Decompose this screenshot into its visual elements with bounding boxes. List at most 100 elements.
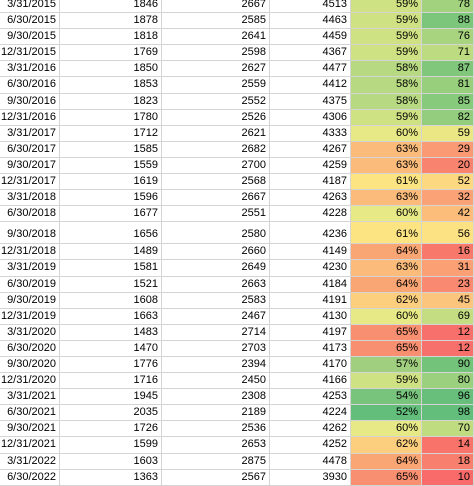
value-c-cell[interactable]: 4306 [270,109,351,125]
value-a-cell[interactable]: 1818 [60,29,162,45]
percent-cell[interactable]: 59% [351,13,422,29]
value-b-cell[interactable]: 2714 [162,324,270,340]
date-cell[interactable]: 12/31/2015 [0,45,60,61]
value-c-cell[interactable]: 4197 [270,324,351,340]
percent-cell[interactable]: 61% [351,174,422,190]
value-c-cell[interactable]: 4191 [270,292,351,308]
score-cell[interactable]: 29 [422,141,474,157]
score-cell[interactable]: 76 [422,29,474,45]
date-cell[interactable]: 9/30/2017 [0,157,60,174]
percent-cell[interactable]: 60% [351,125,422,141]
value-c-cell[interactable]: 4184 [270,276,351,292]
percent-cell[interactable]: 59% [351,0,422,13]
value-a-cell[interactable]: 1599 [60,437,162,453]
score-cell[interactable]: 42 [422,206,474,222]
value-b-cell[interactable]: 2641 [162,29,270,45]
value-a-cell[interactable]: 1823 [60,93,162,109]
value-a-cell[interactable]: 1853 [60,77,162,93]
value-b-cell[interactable]: 2700 [162,157,270,174]
value-b-cell[interactable]: 2598 [162,45,270,61]
score-cell[interactable]: 69 [422,308,474,324]
value-c-cell[interactable]: 4236 [270,222,351,244]
score-cell[interactable]: 52 [422,174,474,190]
date-cell[interactable]: 3/31/2022 [0,453,60,469]
percent-cell[interactable]: 60% [351,421,422,437]
percent-cell[interactable]: 61% [351,222,422,244]
percent-cell[interactable]: 64% [351,244,422,260]
score-cell[interactable]: 80 [422,373,474,389]
date-cell[interactable]: 12/31/2016 [0,109,60,125]
value-a-cell[interactable]: 1585 [60,141,162,157]
value-a-cell[interactable]: 1846 [60,0,162,13]
percent-cell[interactable]: 59% [351,109,422,125]
value-b-cell[interactable]: 2667 [162,0,270,13]
score-cell[interactable]: 14 [422,437,474,453]
date-cell[interactable]: 3/31/2017 [0,125,60,141]
value-a-cell[interactable]: 1559 [60,157,162,174]
value-a-cell[interactable]: 1712 [60,125,162,141]
value-a-cell[interactable]: 1878 [60,13,162,29]
date-cell[interactable]: 12/31/2021 [0,437,60,453]
score-cell[interactable]: 56 [422,222,474,244]
value-a-cell[interactable]: 1603 [60,453,162,469]
value-c-cell[interactable]: 4252 [270,437,351,453]
date-cell[interactable]: 9/30/2019 [0,292,60,308]
percent-cell[interactable]: 63% [351,141,422,157]
value-c-cell[interactable]: 4463 [270,13,351,29]
percent-cell[interactable]: 62% [351,292,422,308]
date-cell[interactable]: 6/30/2020 [0,340,60,356]
value-b-cell[interactable]: 2649 [162,260,270,276]
score-cell[interactable]: 23 [422,276,474,292]
value-a-cell[interactable]: 1489 [60,244,162,260]
score-cell[interactable]: 98 [422,405,474,421]
value-b-cell[interactable]: 2568 [162,174,270,190]
score-cell[interactable]: 32 [422,190,474,206]
value-c-cell[interactable]: 4375 [270,93,351,109]
value-c-cell[interactable]: 4130 [270,308,351,324]
score-cell[interactable]: 85 [422,93,474,109]
date-cell[interactable]: 12/31/2017 [0,174,60,190]
value-c-cell[interactable]: 4459 [270,29,351,45]
value-c-cell[interactable]: 4187 [270,174,351,190]
value-c-cell[interactable]: 3930 [270,469,351,485]
percent-cell[interactable]: 59% [351,29,422,45]
percent-cell[interactable]: 60% [351,308,422,324]
value-c-cell[interactable]: 4170 [270,356,351,373]
percent-cell[interactable]: 64% [351,276,422,292]
percent-cell[interactable]: 65% [351,340,422,356]
value-a-cell[interactable]: 1663 [60,308,162,324]
percent-cell[interactable]: 62% [351,437,422,453]
percent-cell[interactable]: 58% [351,93,422,109]
score-cell[interactable]: 90 [422,356,474,373]
value-b-cell[interactable]: 2308 [162,389,270,405]
score-cell[interactable]: 81 [422,77,474,93]
value-a-cell[interactable]: 1363 [60,469,162,485]
value-a-cell[interactable]: 1780 [60,109,162,125]
date-cell[interactable]: 3/31/2016 [0,61,60,77]
value-a-cell[interactable]: 1850 [60,61,162,77]
value-c-cell[interactable]: 4263 [270,190,351,206]
percent-cell[interactable]: 58% [351,61,422,77]
value-b-cell[interactable]: 2559 [162,77,270,93]
date-cell[interactable]: 3/31/2021 [0,389,60,405]
score-cell[interactable]: 20 [422,157,474,174]
score-cell[interactable]: 12 [422,340,474,356]
value-b-cell[interactable]: 2627 [162,61,270,77]
value-b-cell[interactable]: 2703 [162,340,270,356]
value-b-cell[interactable]: 2536 [162,421,270,437]
score-cell[interactable]: 82 [422,109,474,125]
percent-cell[interactable]: 63% [351,157,422,174]
date-cell[interactable]: 6/30/2021 [0,405,60,421]
value-a-cell[interactable]: 1581 [60,260,162,276]
value-b-cell[interactable]: 2583 [162,292,270,308]
value-b-cell[interactable]: 2526 [162,109,270,125]
percent-cell[interactable]: 54% [351,389,422,405]
date-cell[interactable]: 6/30/2018 [0,206,60,222]
date-cell[interactable]: 12/31/2019 [0,308,60,324]
percent-cell[interactable]: 63% [351,260,422,276]
value-a-cell[interactable]: 1945 [60,389,162,405]
value-c-cell[interactable]: 4224 [270,405,351,421]
value-c-cell[interactable]: 4412 [270,77,351,93]
percent-cell[interactable]: 59% [351,45,422,61]
date-cell[interactable]: 6/30/2016 [0,77,60,93]
